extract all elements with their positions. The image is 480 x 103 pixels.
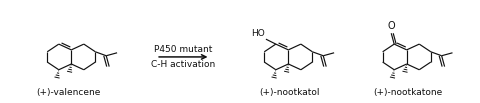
- Text: HO: HO: [251, 29, 265, 38]
- Text: (+)-nootkatone: (+)-nootkatone: [373, 88, 443, 97]
- Text: (+)-valencene: (+)-valencene: [36, 88, 100, 97]
- Text: P450 mutant: P450 mutant: [154, 45, 213, 54]
- Text: O: O: [387, 21, 395, 31]
- Text: C-H activation: C-H activation: [151, 60, 216, 69]
- Text: (+)-nootkatol: (+)-nootkatol: [259, 88, 320, 97]
